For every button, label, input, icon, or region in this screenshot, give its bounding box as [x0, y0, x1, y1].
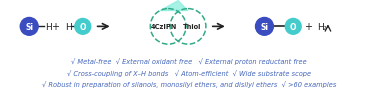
Text: H: H	[65, 23, 72, 32]
Text: O: O	[79, 23, 86, 32]
Text: H: H	[45, 23, 52, 32]
Text: √ Metal-free  √ External oxidant free   √ External proton reductant free: √ Metal-free √ External oxidant free √ E…	[71, 57, 307, 64]
Polygon shape	[160, 2, 188, 11]
Circle shape	[75, 19, 91, 35]
Text: H: H	[317, 23, 324, 32]
Text: +: +	[304, 22, 312, 32]
Circle shape	[285, 19, 301, 35]
Text: Si: Si	[25, 23, 33, 32]
Text: Thiol: Thiol	[183, 24, 201, 30]
Text: +: +	[51, 22, 59, 32]
Circle shape	[20, 18, 38, 36]
Text: 2: 2	[322, 26, 326, 31]
Text: √ Cross-coupling of X–H bonds   √ Atom-efficient  √ Wide substrate scope: √ Cross-coupling of X–H bonds √ Atom-eff…	[67, 69, 311, 76]
Text: 4CzIPN: 4CzIPN	[151, 24, 177, 30]
Text: O: O	[290, 23, 296, 32]
Text: √ Robust in preparation of silanols, monosilyl ethers, and disilyl ethers  √ >60: √ Robust in preparation of silanols, mon…	[42, 81, 336, 88]
Circle shape	[256, 18, 273, 36]
Text: Si: Si	[260, 23, 268, 32]
